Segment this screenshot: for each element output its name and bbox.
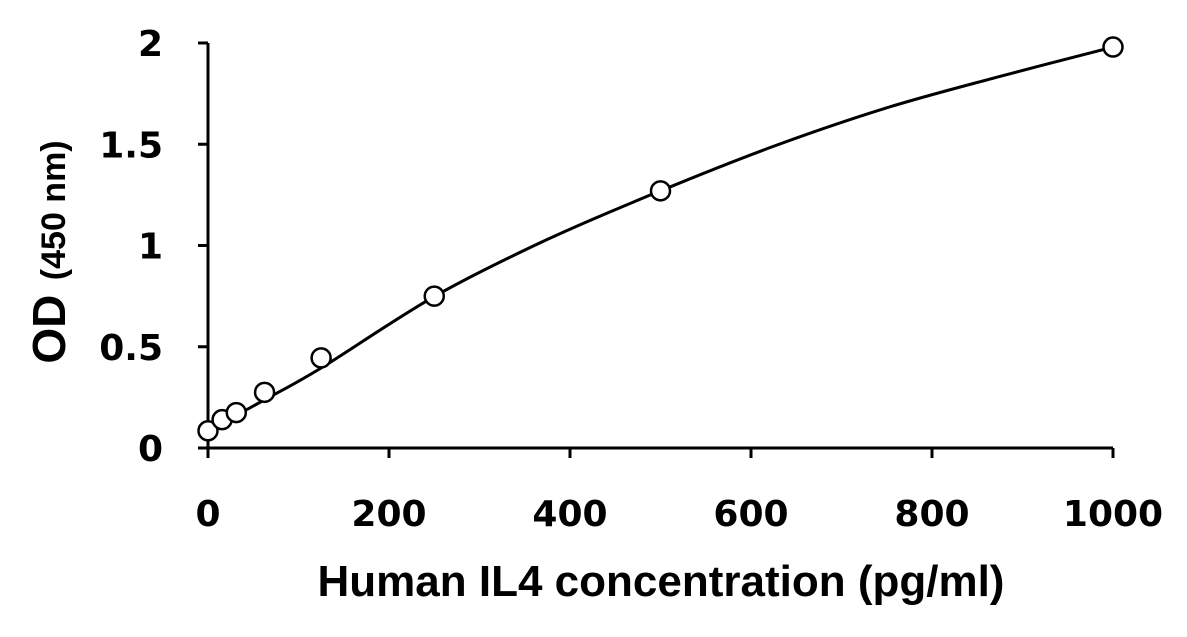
y-tick-labels: 0 0.5 1 1.5 2 <box>99 24 163 470</box>
y-axis-title-main: OD <box>23 295 75 364</box>
data-point <box>423 285 445 307</box>
y-axis-title-unit: (450 nm) <box>35 140 73 280</box>
x-tick-label: 200 <box>351 494 426 535</box>
data-point <box>310 347 332 369</box>
data-point <box>225 401 248 424</box>
y-tick-label: 0.5 <box>99 328 163 369</box>
x-tick-label: 600 <box>713 494 788 535</box>
y-ticks <box>198 41 208 450</box>
y-tick-label: 1 <box>138 227 163 268</box>
data-point <box>197 420 219 442</box>
data-point <box>649 180 672 202</box>
y-tick-label: 0 <box>138 429 163 470</box>
x-tick-label: 1000 <box>1063 494 1163 535</box>
data-points <box>197 36 1124 442</box>
data-point <box>1102 36 1124 58</box>
data-point <box>253 381 276 404</box>
x-tick-label: 400 <box>532 494 607 535</box>
x-tick-label: 0 <box>195 494 220 535</box>
axes <box>206 43 1113 450</box>
y-tick-label: 2 <box>138 24 163 65</box>
y-tick-label: 1.5 <box>99 125 163 166</box>
fit-curve-line <box>207 45 1114 433</box>
x-tick-label: 800 <box>894 494 969 535</box>
x-axis-title: Human IL4 concentration (pg/ml) <box>318 557 1005 606</box>
x-ticks <box>206 448 1115 458</box>
y-axis-title: OD (450 nm) <box>23 140 75 363</box>
x-tick-labels: 0 200 400 600 800 1000 <box>195 494 1163 535</box>
